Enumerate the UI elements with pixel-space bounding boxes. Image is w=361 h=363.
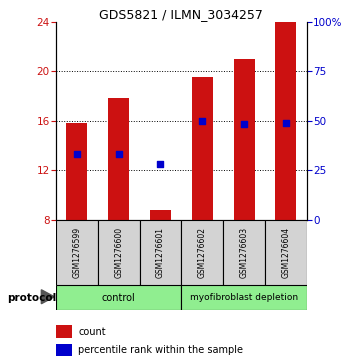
Text: GSM1276604: GSM1276604 xyxy=(282,227,291,278)
Bar xyxy=(150,210,171,220)
Title: GDS5821 / ILMN_3034257: GDS5821 / ILMN_3034257 xyxy=(100,8,263,21)
Point xyxy=(158,161,164,167)
Bar xyxy=(192,77,213,220)
Text: myofibroblast depletion: myofibroblast depletion xyxy=(190,293,298,302)
Point xyxy=(199,118,205,123)
Bar xyxy=(98,220,140,285)
Bar xyxy=(56,285,181,310)
Text: control: control xyxy=(102,293,135,303)
Polygon shape xyxy=(41,290,54,304)
Text: count: count xyxy=(78,327,106,337)
Bar xyxy=(181,285,307,310)
Bar xyxy=(275,22,296,220)
Bar xyxy=(56,344,72,356)
Text: protocol: protocol xyxy=(7,293,56,303)
Bar xyxy=(66,123,87,220)
Point xyxy=(116,151,122,157)
Bar xyxy=(56,220,98,285)
Bar xyxy=(181,220,223,285)
Bar xyxy=(265,220,307,285)
Point xyxy=(283,120,289,126)
Text: GSM1276600: GSM1276600 xyxy=(114,227,123,278)
Bar xyxy=(108,98,129,220)
Text: GSM1276599: GSM1276599 xyxy=(72,227,81,278)
Bar xyxy=(234,59,255,220)
Bar xyxy=(56,326,72,338)
Text: GSM1276603: GSM1276603 xyxy=(240,227,249,278)
Text: percentile rank within the sample: percentile rank within the sample xyxy=(78,345,243,355)
Text: GSM1276602: GSM1276602 xyxy=(198,227,207,278)
Bar xyxy=(223,220,265,285)
Bar xyxy=(140,220,181,285)
Point xyxy=(241,122,247,127)
Point xyxy=(74,151,80,157)
Text: GSM1276601: GSM1276601 xyxy=(156,227,165,278)
